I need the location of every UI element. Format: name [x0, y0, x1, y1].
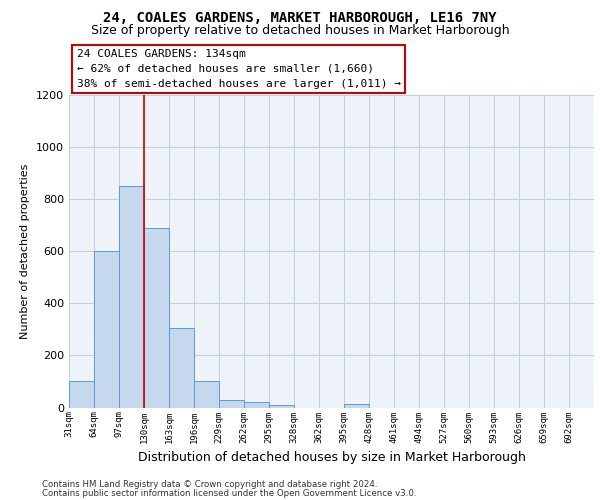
Text: Contains HM Land Registry data © Crown copyright and database right 2024.: Contains HM Land Registry data © Crown c… — [42, 480, 377, 489]
Bar — [169, 328, 194, 407]
X-axis label: Distribution of detached houses by size in Market Harborough: Distribution of detached houses by size … — [137, 451, 526, 464]
Bar — [269, 405, 294, 407]
Text: 24, COALES GARDENS, MARKET HARBOROUGH, LE16 7NY: 24, COALES GARDENS, MARKET HARBOROUGH, L… — [103, 11, 497, 25]
Bar — [244, 402, 269, 407]
Bar — [219, 400, 244, 407]
Bar — [344, 404, 369, 407]
Bar — [94, 251, 119, 408]
Bar — [119, 186, 144, 408]
Bar — [144, 228, 169, 408]
Bar — [194, 382, 219, 407]
Text: Contains public sector information licensed under the Open Government Licence v3: Contains public sector information licen… — [42, 488, 416, 498]
Text: Size of property relative to detached houses in Market Harborough: Size of property relative to detached ho… — [91, 24, 509, 37]
Text: 24 COALES GARDENS: 134sqm
← 62% of detached houses are smaller (1,660)
38% of se: 24 COALES GARDENS: 134sqm ← 62% of detac… — [77, 49, 401, 89]
Bar — [69, 382, 94, 407]
Y-axis label: Number of detached properties: Number of detached properties — [20, 164, 31, 339]
